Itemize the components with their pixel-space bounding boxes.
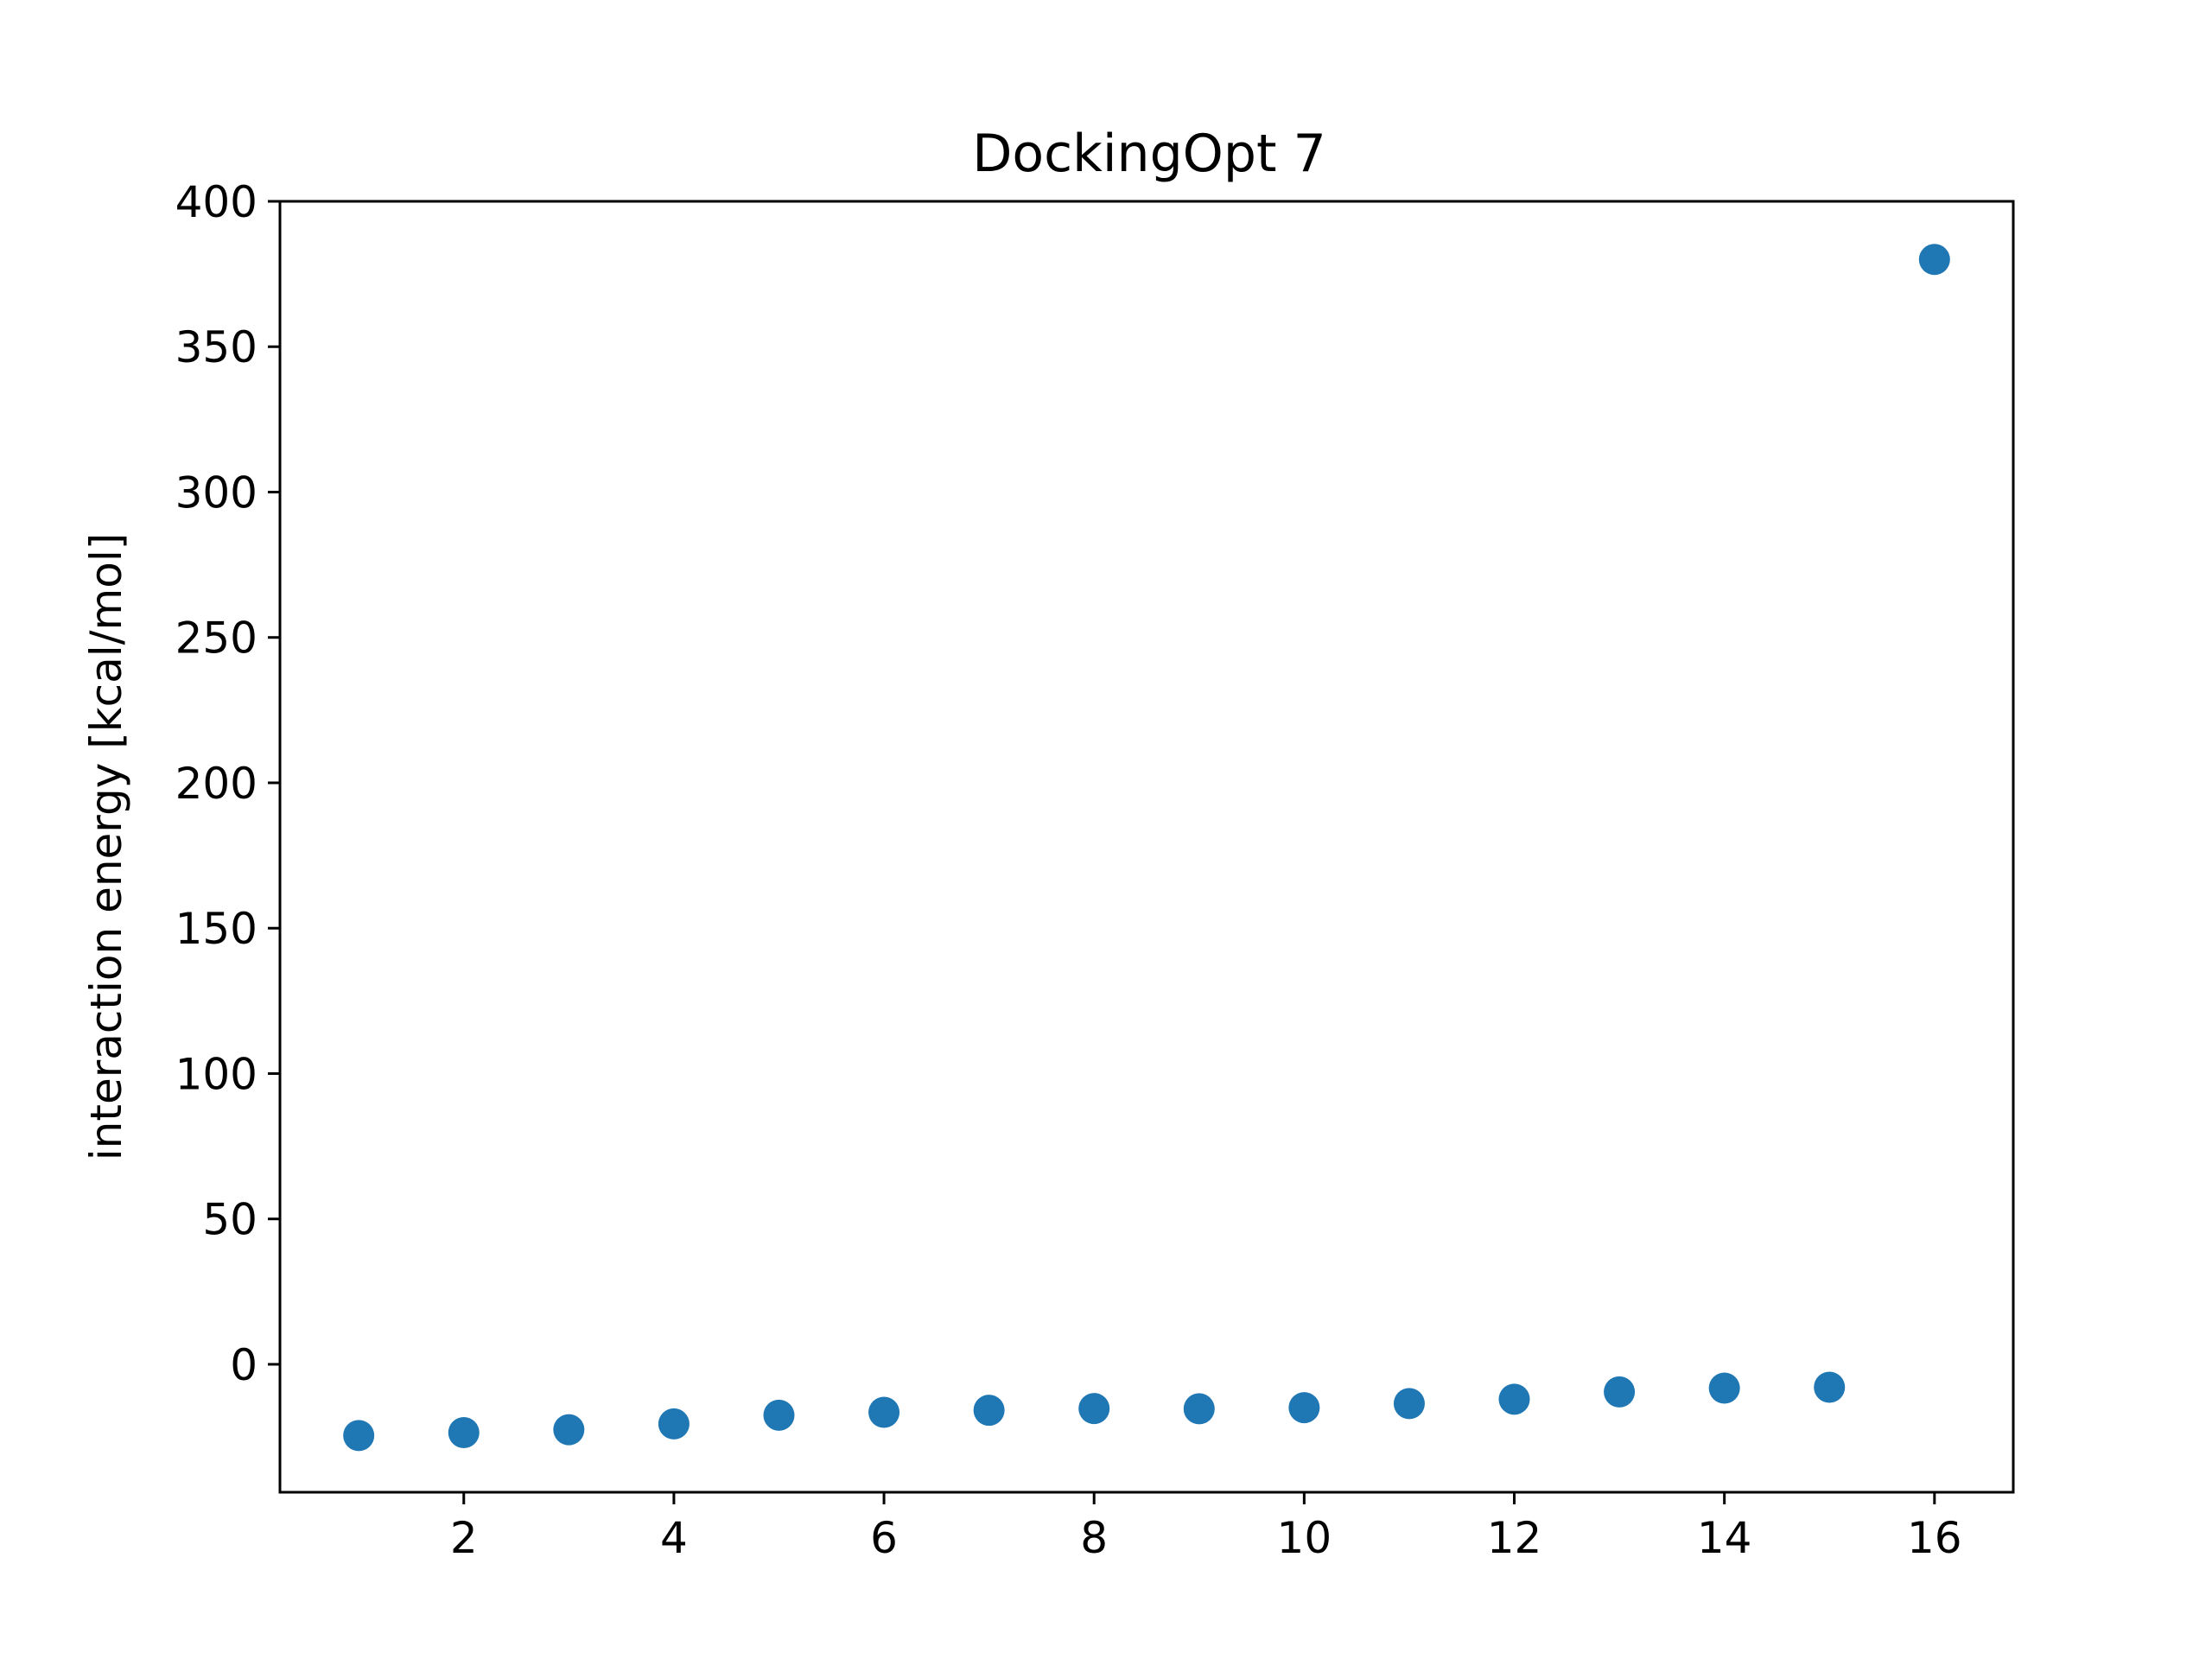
y-tick-label: 150	[175, 904, 257, 954]
y-tick-label: 100	[175, 1049, 257, 1099]
y-tick-label: 50	[202, 1195, 257, 1245]
y-tick-label: 200	[175, 759, 257, 809]
y-tick-label: 400	[175, 177, 257, 227]
y-axis-ticks: 0 50 100 150 200 250 300 350 400	[175, 177, 280, 1390]
data-point	[1814, 1371, 1846, 1403]
data-point	[1288, 1392, 1320, 1424]
x-tick-label: 6	[870, 1513, 898, 1563]
chart-title: DockingOpt 7	[972, 124, 1326, 184]
data-point	[553, 1414, 585, 1446]
data-point	[1918, 244, 1950, 276]
x-tick-label: 10	[1277, 1513, 1332, 1563]
y-tick-label: 350	[175, 322, 257, 372]
x-tick-label: 16	[1907, 1513, 1962, 1563]
x-tick-label: 4	[660, 1513, 688, 1563]
x-tick-label: 14	[1697, 1513, 1752, 1563]
scatter-points	[343, 244, 1950, 1452]
data-point	[1498, 1383, 1530, 1415]
y-tick-label: 250	[175, 613, 257, 664]
data-point	[1604, 1376, 1636, 1408]
x-tick-label: 2	[450, 1513, 478, 1563]
y-tick-label: 300	[175, 467, 257, 518]
data-point	[868, 1396, 900, 1428]
plot-frame	[278, 200, 2015, 1494]
x-tick-label: 8	[1080, 1513, 1108, 1563]
y-axis-label: interaction energy [kcal/mol]	[81, 533, 131, 1160]
data-point	[448, 1417, 480, 1449]
y-tick-label: 0	[230, 1340, 257, 1390]
data-point	[343, 1420, 375, 1452]
x-axis-ticks: 2 4 6 8 10 12 14 16	[450, 1492, 1962, 1563]
data-point	[658, 1408, 690, 1440]
data-point	[1078, 1393, 1110, 1425]
data-point	[1708, 1372, 1740, 1404]
data-point	[1393, 1388, 1425, 1420]
data-point	[763, 1399, 795, 1431]
x-tick-label: 12	[1487, 1513, 1542, 1563]
data-point	[1183, 1393, 1215, 1425]
data-point	[973, 1395, 1005, 1427]
